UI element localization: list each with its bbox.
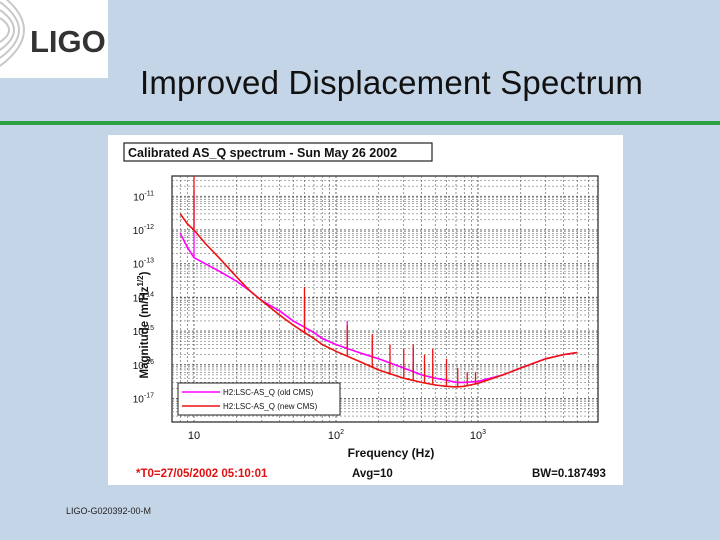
x-tick-label: 102 [328, 429, 344, 442]
ligo-logo-mark: LIGO [0, 0, 106, 67]
y-tick-labels: 10-11 10-12 10-13 10-14 10-15 10-16 10-17 [133, 190, 154, 405]
ligo-logo: LIGO [0, 0, 108, 78]
legend: H2:LSC-AS_Q (old CMS) H2:LSC-AS_Q (new C… [177, 382, 341, 416]
spectrum-chart: Calibrated AS_Q spectrum - Sun May 26 20… [123, 142, 606, 480]
y-tick-label: 10-16 [133, 359, 154, 372]
plot-panel: Calibrated AS_Q spectrum - Sun May 26 20… [108, 135, 623, 485]
legend-label-new: H2:LSC-AS_Q (new CMS) [223, 402, 318, 411]
y-tick-label: 10-13 [133, 258, 154, 271]
x-tick-label: 10 [188, 430, 200, 442]
chart-title: Calibrated AS_Q spectrum - Sun May 26 20… [128, 146, 397, 160]
y-tick-label: 10-14 [133, 291, 154, 304]
series-lines [179, 176, 578, 388]
legend-box [177, 382, 341, 416]
slide-title: Improved Displacement Spectrum [140, 64, 644, 101]
y-axis-label: Magnitude (m/Hz1/2) [136, 271, 151, 378]
document-id: LIGO-G020392-00-M [66, 506, 152, 516]
y-tick-label: 10-17 [133, 392, 154, 405]
y-tick-label: 10-12 [133, 224, 154, 237]
series-line-new-cms [179, 213, 578, 388]
y-tick-label: 10-11 [133, 190, 154, 203]
x-tick-label: 103 [470, 429, 486, 442]
bw-label: BW=0.187493 [532, 468, 606, 480]
series-line-old-cms [179, 232, 578, 384]
chart-title-box [123, 142, 433, 162]
legend-label-old: H2:LSC-AS_Q (old CMS) [223, 388, 314, 397]
y-tick-label: 10-15 [133, 325, 154, 338]
x-tick-labels: 10 102 103 [188, 429, 486, 442]
avg-label: Avg=10 [352, 468, 393, 480]
x-axis-label: Frequency (Hz) [348, 446, 435, 460]
logo-text: LIGO [30, 24, 106, 59]
t0-label: *T0=27/05/2002 05:10:01 [136, 468, 268, 480]
title-divider [0, 121, 720, 125]
